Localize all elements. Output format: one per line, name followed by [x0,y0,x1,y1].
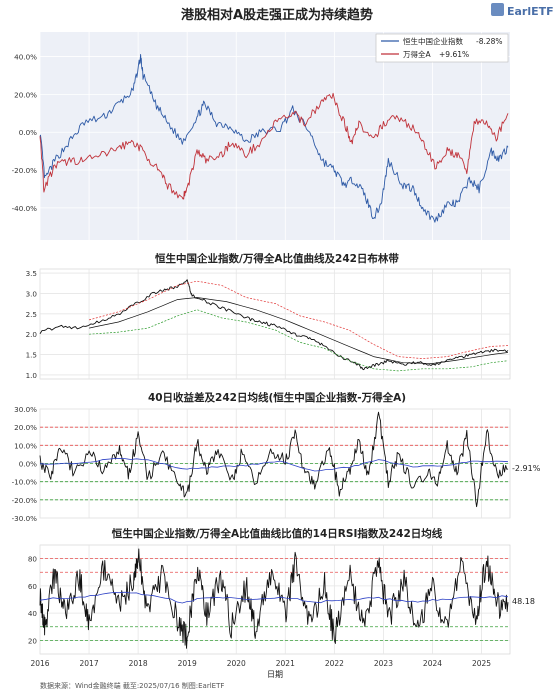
x-axis-label: 日期 [267,670,283,679]
panel3-y-tick: 10.0% [14,441,37,450]
legend-winda-name: 万得全A [403,49,431,59]
x-tick-label: 2018 [129,659,148,668]
x-tick-label: 2019 [178,659,197,668]
x-tick-label: 2023 [374,659,393,668]
panel4-y-tick: 80 [28,555,38,564]
panel1-y-tick: 20.0% [14,90,37,99]
spread-end-label: -2.91% [512,464,541,473]
panel2-series-ratio [39,279,509,371]
panel1-series-main-1 [39,92,509,200]
panel2-y-tick: 2.0 [26,330,38,339]
panel4-series-rsi [39,548,509,649]
panel1-y-tick: -40.0% [12,204,38,213]
panel2-series-upper-band [89,280,509,359]
panel3-y-tick: -10.0% [12,478,38,487]
legend-winda-value: +9.61% [439,50,469,59]
panel4-y-tick: 60 [28,582,38,591]
panel3-y-tick: -30.0% [12,514,38,523]
panel1-series-main-0 [39,53,509,223]
x-tick-label: 2025 [472,659,491,668]
panel3-y-tick: 30.0% [14,405,37,414]
x-tick-label: 2024 [423,659,442,668]
rsi-end-label: 48.18 [512,597,535,606]
reference-lines [40,426,510,641]
legend-hscei-name: 恒生中国企业指数 [403,36,463,46]
panel2-series-lower-band [89,309,509,372]
panel2-title: 恒生中国企业指数/万得全A比值曲线及242日布林带 [155,252,399,265]
panel2-y-tick: 1.0 [26,371,38,380]
panel2-series-moving-average [89,297,509,364]
main-title: 港股相对A股走强正成为持续趋势 [181,7,373,23]
panel2-y-tick: 3.5 [26,269,37,278]
legend-hscei-value: -8.28% [476,37,503,46]
panel3-y-tick: 20.0% [14,423,37,432]
panel3-title: 40日收益差及242日均线(恒生中国企业指数-万得全A) [148,391,406,404]
tick-labels: 40.0% 20.0% 0.0% -20.0% -40.0% 3.5 3.0 2.5 2.0 1.… [12,53,492,668]
panel3-y-tick: -20.0% [12,496,38,505]
panel4-title: 恒生中国企业指数/万得全A比值曲线比值的14日RSI指数及242日均线 [112,527,443,540]
logo-text: EarlETF [507,5,554,18]
panel1-y-tick: 0.0% [19,128,37,137]
x-tick-label: 2016 [30,659,49,668]
panel3-series-moving-average [39,458,509,472]
panel3-y-tick: 0.0% [19,460,37,469]
panel2-y-tick: 3.0 [26,289,38,298]
panel1-y-tick: -20.0% [12,166,38,175]
x-tick-label: 2020 [227,659,246,668]
series-layer [39,53,509,649]
footer-source: 数据来源：Wind金融终端 截至:2025/07/16 制图:EarlETF [40,681,224,690]
x-tick-label: 2021 [276,659,295,668]
panel4-y-tick: 40 [28,609,38,618]
panel4-y-tick: 20 [28,636,38,645]
panel3-series-spread [39,411,509,508]
logo: EarlETF [491,3,554,18]
panel2-y-tick: 1.5 [26,351,37,360]
x-tick-label: 2022 [325,659,344,668]
x-tick-label: 2017 [80,659,99,668]
panel2-y-tick: 2.5 [26,310,37,319]
panel1-y-tick: 40.0% [14,53,37,62]
panel4-series-moving-average [39,591,509,604]
legend: 恒生中国企业指数 -8.28% 万得全A +9.61% [375,33,509,63]
